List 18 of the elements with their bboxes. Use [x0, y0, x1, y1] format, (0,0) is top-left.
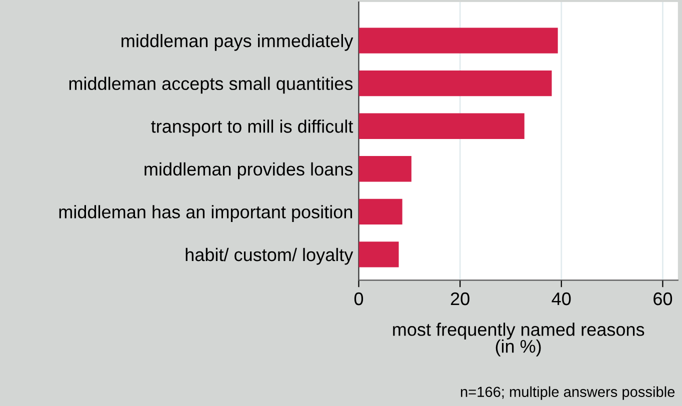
x-tick-label: 60	[654, 292, 672, 306]
bar	[358, 28, 558, 54]
y-tick-label: middleman pays immediately	[122, 34, 354, 51]
bar	[358, 198, 402, 225]
bar	[358, 70, 552, 96]
x-tick-label: 20	[450, 292, 470, 306]
y-tick-label: middleman provides loans	[144, 162, 353, 180]
x-tick-label: 0	[354, 292, 364, 306]
y-tick-label: transport to mill is difficult	[151, 120, 354, 136]
bar	[358, 242, 399, 268]
x-axis-title: most frequently named reasons (in %)	[393, 322, 644, 356]
bar	[358, 113, 524, 139]
y-tick-label: middleman accepts small quantities	[69, 76, 353, 94]
text: n=166; multiple answers possible	[460, 386, 675, 400]
x-tick-label: 40	[552, 292, 571, 306]
y-tick-label: habit/ custom/ loyalty	[186, 248, 354, 265]
y-tick-label: middleman has an important position	[59, 205, 352, 222]
bar	[358, 156, 412, 182]
